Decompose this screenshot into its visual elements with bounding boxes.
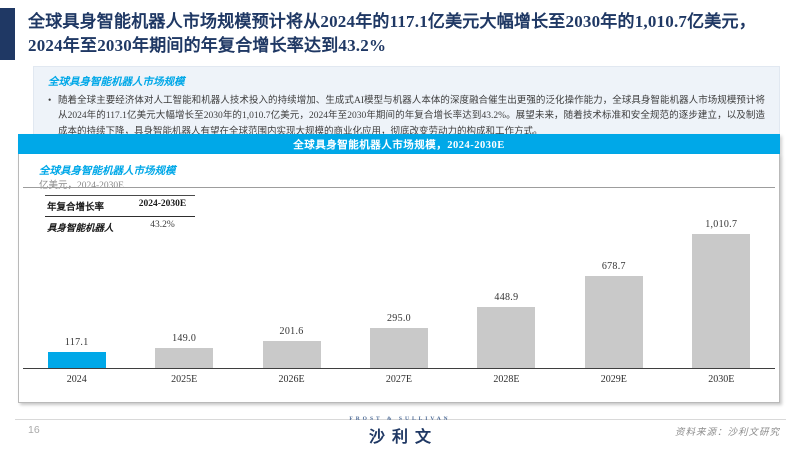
bar <box>155 347 214 368</box>
frost-sullivan-logo: FROST & SULLIVAN 沙利文 <box>349 416 450 447</box>
bar-value-label: 678.7 <box>601 260 626 272</box>
bar-column: 1,010.7 2030E <box>668 219 775 385</box>
bar <box>47 352 106 368</box>
bar-column: 295.0 2027E <box>345 219 452 385</box>
bar-column: 448.9 2028E <box>453 219 560 385</box>
x-axis-tick-label: 2030E <box>708 374 735 385</box>
chart-divider-line <box>23 187 775 188</box>
bar-column: 201.6 2026E <box>238 219 345 385</box>
chart-banner: 全球具身智能机器人市场规模，2024-2030E <box>18 134 780 154</box>
x-axis-tick-label: 2028E <box>493 374 520 385</box>
bar-plot: 117.1 2024 149.0 2025E 201.6 2026E 295.0 2027E 4… <box>23 219 775 385</box>
page-title: 全球具身智能机器人市场规模预计将从2024年的117.1亿美元大幅增长至2030… <box>28 12 756 56</box>
cagr-table-row: 具身智能机器人 43.2% <box>45 217 195 237</box>
x-axis-tick-label: 2027E <box>385 374 413 385</box>
bar-value-label: 1,010.7 <box>705 219 738 230</box>
bar-column: 678.7 2029E <box>560 219 667 385</box>
cagr-header-metric: 年复合增长率 <box>47 203 105 213</box>
bar-column: 149.0 2025E <box>130 219 237 385</box>
bar-value-label: 117.1 <box>64 337 89 348</box>
x-axis-tick-label: 2029E <box>600 374 627 385</box>
bar <box>692 234 751 368</box>
cagr-row-label: 具身智能机器人 <box>47 224 114 234</box>
footer-divider <box>15 419 786 420</box>
source-note: 资料来源：沙利文研究 <box>674 428 780 438</box>
bar <box>262 340 321 368</box>
cagr-row-value: 43.2% <box>150 220 175 230</box>
x-axis-tick-label: 2024 <box>66 374 87 385</box>
bar-value-label: 149.0 <box>172 332 197 344</box>
bar <box>369 327 428 368</box>
chart-title: 全球具身智能机器人市场规模 <box>39 166 176 177</box>
x-axis-tick-label: 2026E <box>278 374 305 385</box>
cagr-table: 年复合增长率 2024-2030E 具身智能机器人 43.2% <box>45 195 195 237</box>
bar-value-label: 295.0 <box>386 312 411 324</box>
logo-english-text: FROST & SULLIVAN <box>349 416 451 422</box>
bar-value-label: 201.6 <box>279 325 304 337</box>
cagr-header-period: 2024-2030E <box>138 199 187 209</box>
bar <box>477 306 536 368</box>
bar-column: 117.1 2024 <box>23 219 130 385</box>
title-accent-bar <box>0 8 15 61</box>
summary-heading: 全球具身智能机器人市场规模 <box>48 77 185 88</box>
chart-subtitle: 亿美元，2024-2030E <box>39 181 124 191</box>
cagr-table-header: 年复合增长率 2024-2030E <box>45 195 195 217</box>
bar-value-label: 448.9 <box>494 291 519 303</box>
summary-bullet-text: 随着全球主要经济体对人工智能和机器人技术投入的持续增加、生成式AI模型与机器人本… <box>58 96 765 137</box>
chart-panel: 全球具身智能机器人市场规模 亿美元，2024-2030E 年复合增长率 2024… <box>18 154 780 403</box>
bar <box>584 275 643 368</box>
slide-header: 全球具身智能机器人市场规模预计将从2024年的117.1亿美元大幅增长至2030… <box>0 8 794 61</box>
logo-chinese-text: 沙利文 <box>368 429 439 446</box>
x-axis-tick-label: 2025E <box>171 374 198 385</box>
page-number: 16 <box>28 424 40 436</box>
summary-bullet: 随着全球主要经济体对人工智能和机器人技术投入的持续增加、生成式AI模型与机器人本… <box>48 94 765 140</box>
